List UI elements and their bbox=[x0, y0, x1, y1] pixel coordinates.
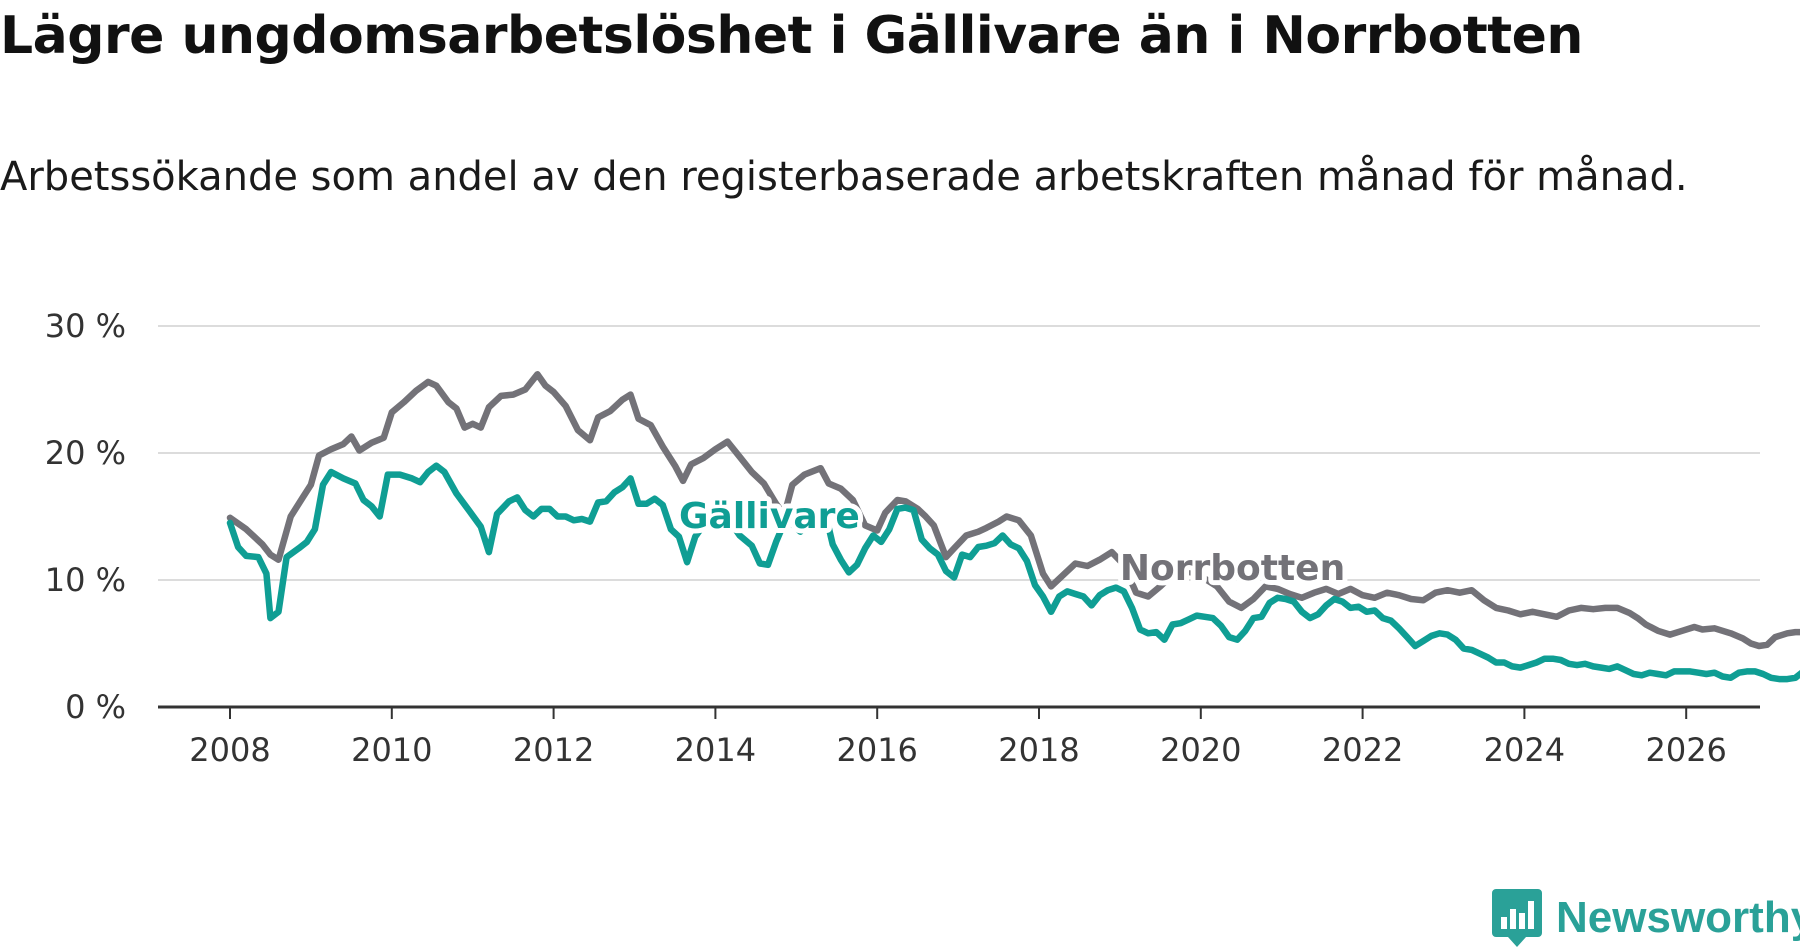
y-tick-label: 10 % bbox=[45, 561, 126, 599]
series-label: Gällivare bbox=[679, 496, 860, 537]
x-tick-label: 2014 bbox=[675, 731, 756, 769]
series-label-halo: Norrbotten bbox=[1120, 548, 1345, 589]
y-tick-label: 20 % bbox=[45, 434, 126, 472]
series-line-gllivare bbox=[226, 462, 1800, 683]
brand: Newsworthy bbox=[1492, 889, 1800, 947]
newsworthy-logo-icon bbox=[1492, 889, 1542, 947]
chart-title: Lägre ungdomsarbetslöshet i Gällivare än… bbox=[0, 6, 1583, 66]
series-label-halo: Gällivare bbox=[679, 496, 860, 537]
chart-subtitle: Arbetssökande som andel av den registerb… bbox=[0, 154, 1688, 200]
x-tick-label: 2018 bbox=[998, 731, 1079, 769]
x-tick-label: 2024 bbox=[1484, 731, 1565, 769]
x-tick-label: 2012 bbox=[513, 731, 594, 769]
x-tick-label: 2026 bbox=[1645, 731, 1726, 769]
series-label: Norrbotten bbox=[1120, 548, 1345, 589]
x-tick-label: 2010 bbox=[351, 731, 432, 769]
x-tick-label: 2020 bbox=[1160, 731, 1241, 769]
brand-name: Newsworthy bbox=[1556, 893, 1800, 942]
x-tick-label: 2008 bbox=[189, 731, 270, 769]
x-tick-label: 2016 bbox=[836, 731, 917, 769]
series-line-norrbotten bbox=[226, 371, 1800, 650]
y-tick-label: 30 % bbox=[45, 307, 126, 345]
x-tick-label: 2022 bbox=[1322, 731, 1403, 769]
y-tick-label: 0 % bbox=[65, 688, 126, 726]
